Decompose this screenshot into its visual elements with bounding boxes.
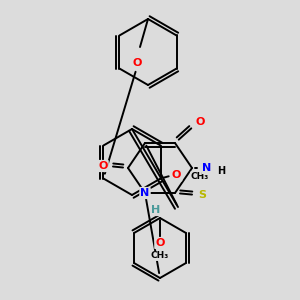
Text: N: N: [202, 163, 211, 173]
Text: O: O: [132, 58, 142, 68]
Text: N: N: [140, 188, 150, 198]
Text: S: S: [198, 190, 206, 200]
Text: O: O: [98, 161, 108, 171]
Text: CH₃: CH₃: [151, 251, 169, 260]
Text: O: O: [155, 238, 165, 248]
Text: O: O: [172, 170, 181, 181]
Text: H: H: [217, 166, 225, 176]
Text: H: H: [152, 205, 160, 215]
Text: CH₃: CH₃: [190, 172, 209, 181]
Text: O: O: [195, 117, 205, 127]
